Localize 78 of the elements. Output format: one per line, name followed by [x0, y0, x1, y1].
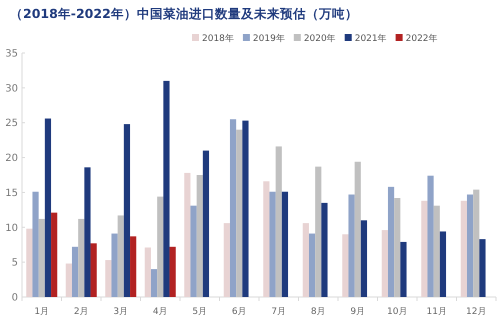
bar — [342, 234, 348, 297]
legend-label: 2021年 — [354, 33, 387, 44]
y-tick-label: 0 — [12, 292, 18, 304]
x-tick-label: 8月 — [310, 307, 326, 317]
x-tick-label: 7月 — [271, 307, 286, 317]
bar — [242, 120, 249, 297]
bar — [308, 234, 316, 297]
bar — [163, 80, 170, 297]
legend-label: 2020年 — [304, 33, 336, 44]
bar — [460, 200, 467, 297]
bar — [66, 264, 72, 297]
bar — [434, 206, 440, 297]
bar — [72, 246, 78, 297]
y-tick-label: 5 — [12, 258, 18, 269]
bar — [202, 150, 210, 297]
x-tick-label: 2月 — [74, 307, 89, 317]
y-tick-label: 30 — [5, 83, 18, 94]
bar — [473, 190, 480, 297]
bar — [263, 181, 270, 297]
bar — [348, 194, 355, 297]
y-tick-label: 35 — [5, 48, 18, 60]
chart-title: （2018年-2022年）中国菜油进口数量及未来预估（万吨） — [10, 6, 358, 21]
bar — [38, 218, 45, 297]
x-tick-label: 3月 — [113, 307, 128, 317]
bar — [90, 243, 97, 297]
bar — [84, 167, 91, 297]
bar — [118, 215, 124, 297]
bar — [111, 234, 118, 297]
bar — [150, 269, 158, 297]
x-tick-label: 5月 — [192, 307, 208, 317]
bar — [184, 172, 190, 297]
x-tick-label: 9月 — [350, 307, 366, 317]
bar — [421, 200, 428, 297]
bar — [315, 166, 322, 297]
bar — [196, 175, 203, 297]
bar — [440, 231, 446, 297]
bar — [479, 239, 486, 297]
bar — [269, 192, 276, 297]
bar — [190, 206, 197, 297]
x-tick-label: 4月 — [152, 307, 168, 317]
bar — [144, 248, 151, 297]
y-tick-label: 20 — [5, 153, 18, 164]
bar — [170, 246, 176, 297]
bar — [302, 223, 309, 297]
bar — [26, 228, 32, 297]
x-tick-label: 1月 — [34, 307, 50, 317]
bar — [44, 118, 52, 297]
legend-label: 2019年 — [252, 33, 285, 44]
bar — [382, 230, 388, 297]
y-tick-label: 15 — [5, 188, 18, 199]
bar — [388, 186, 394, 297]
bar — [466, 194, 474, 297]
bar — [400, 242, 407, 297]
x-tick-label: 6月 — [232, 307, 247, 317]
bar — [321, 202, 328, 297]
bar — [354, 162, 361, 297]
bar — [236, 130, 242, 297]
y-tick-label: 25 — [5, 118, 18, 130]
bar — [282, 192, 288, 297]
bar — [360, 220, 368, 297]
bar — [157, 196, 164, 297]
bar — [105, 260, 112, 297]
x-tick-label: 11月 — [426, 307, 447, 317]
legend-label: 2018年 — [202, 33, 234, 44]
bar — [32, 192, 39, 297]
x-tick-label: 12月 — [466, 307, 486, 317]
x-tick-label: 10月 — [387, 307, 408, 317]
bar — [78, 218, 84, 297]
bar — [276, 146, 282, 297]
legend-label: 2022年 — [406, 33, 438, 44]
bar — [230, 119, 236, 297]
bar — [124, 124, 130, 297]
bar — [224, 223, 230, 297]
bar — [427, 176, 434, 297]
bar — [130, 236, 136, 297]
bar — [51, 212, 58, 297]
y-tick-label: 10 — [5, 222, 18, 234]
bar — [394, 198, 400, 297]
